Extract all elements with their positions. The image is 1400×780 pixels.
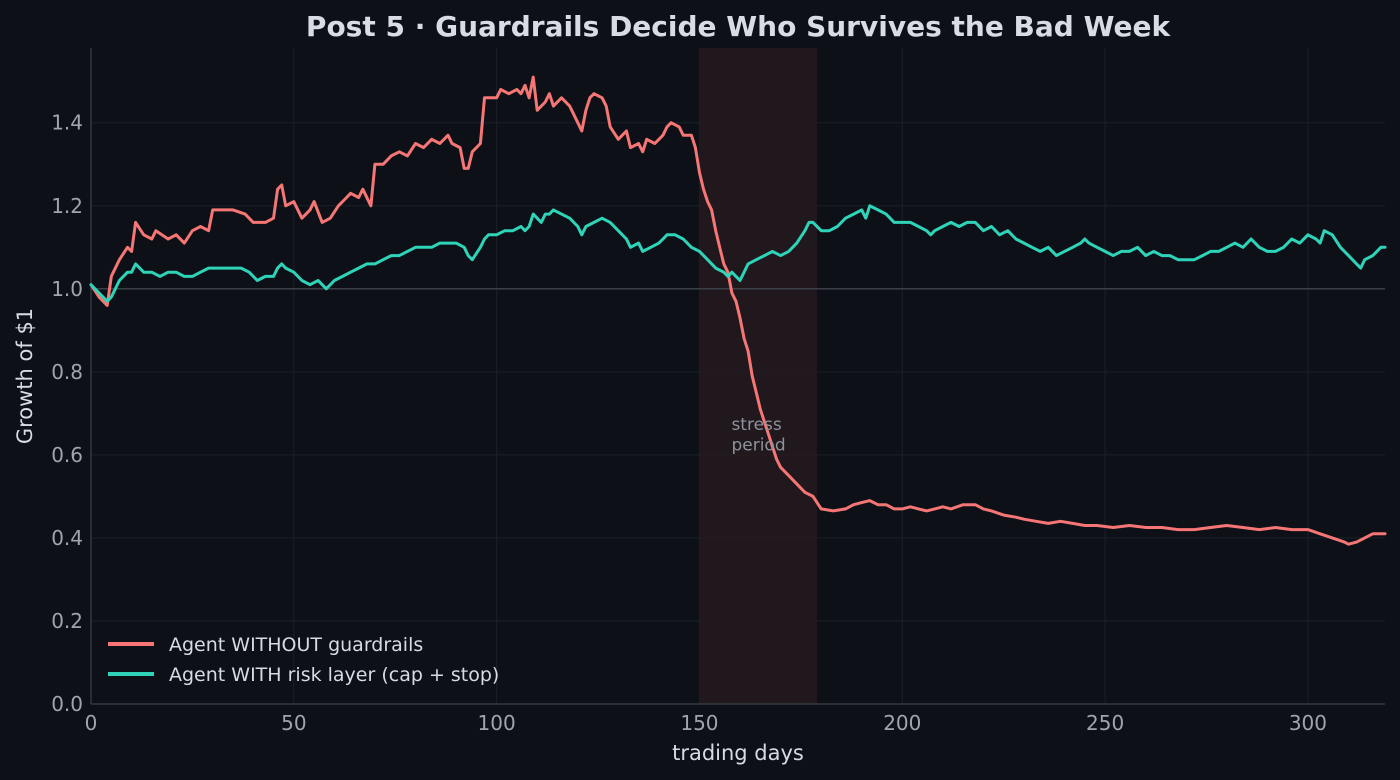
x-tick-label: 150	[680, 711, 718, 735]
legend-label-with-risk-layer: Agent WITH risk layer (cap + stop)	[169, 664, 499, 686]
stress-period-region	[699, 48, 818, 704]
x-tick-label: 200	[883, 711, 921, 735]
series-line-1	[89, 204, 1387, 303]
x-axis-title: trading days	[672, 741, 804, 765]
stress-period-label-line1: stress	[731, 415, 781, 435]
series-line-0	[89, 75, 1387, 546]
y-tick-label: 0.0	[51, 692, 83, 716]
axes	[90, 48, 1385, 705]
y-ticks: 0.0 0.2 0.4 0.6 0.8 1.0 1.2 1.4	[51, 111, 83, 716]
legend: Agent WITHOUT guardrails Agent WITH risk…	[108, 634, 499, 686]
x-tick-label: 50	[281, 711, 306, 735]
x-ticks: 0 50 100 150 200 250 300	[85, 711, 1327, 735]
y-tick-label: 0.6	[51, 443, 83, 467]
x-tick-label: 0	[85, 711, 98, 735]
y-tick-label: 0.4	[51, 526, 83, 550]
y-tick-label: 1.2	[51, 194, 83, 218]
y-tick-label: 1.4	[51, 111, 83, 135]
y-axis-title: Growth of $1	[13, 308, 37, 444]
series-lines	[89, 75, 1387, 546]
x-tick-label: 300	[1289, 711, 1327, 735]
y-tick-label: 0.2	[51, 609, 83, 633]
legend-label-without-guardrails: Agent WITHOUT guardrails	[169, 634, 423, 656]
y-tick-label: 1.0	[51, 277, 83, 301]
chart-title: Post 5 · Guardrails Decide Who Survives …	[306, 10, 1172, 43]
y-tick-label: 0.8	[51, 360, 83, 384]
stress-period-label-line2: period	[731, 436, 785, 456]
x-tick-label: 250	[1086, 711, 1124, 735]
x-tick-label: 100	[478, 711, 516, 735]
